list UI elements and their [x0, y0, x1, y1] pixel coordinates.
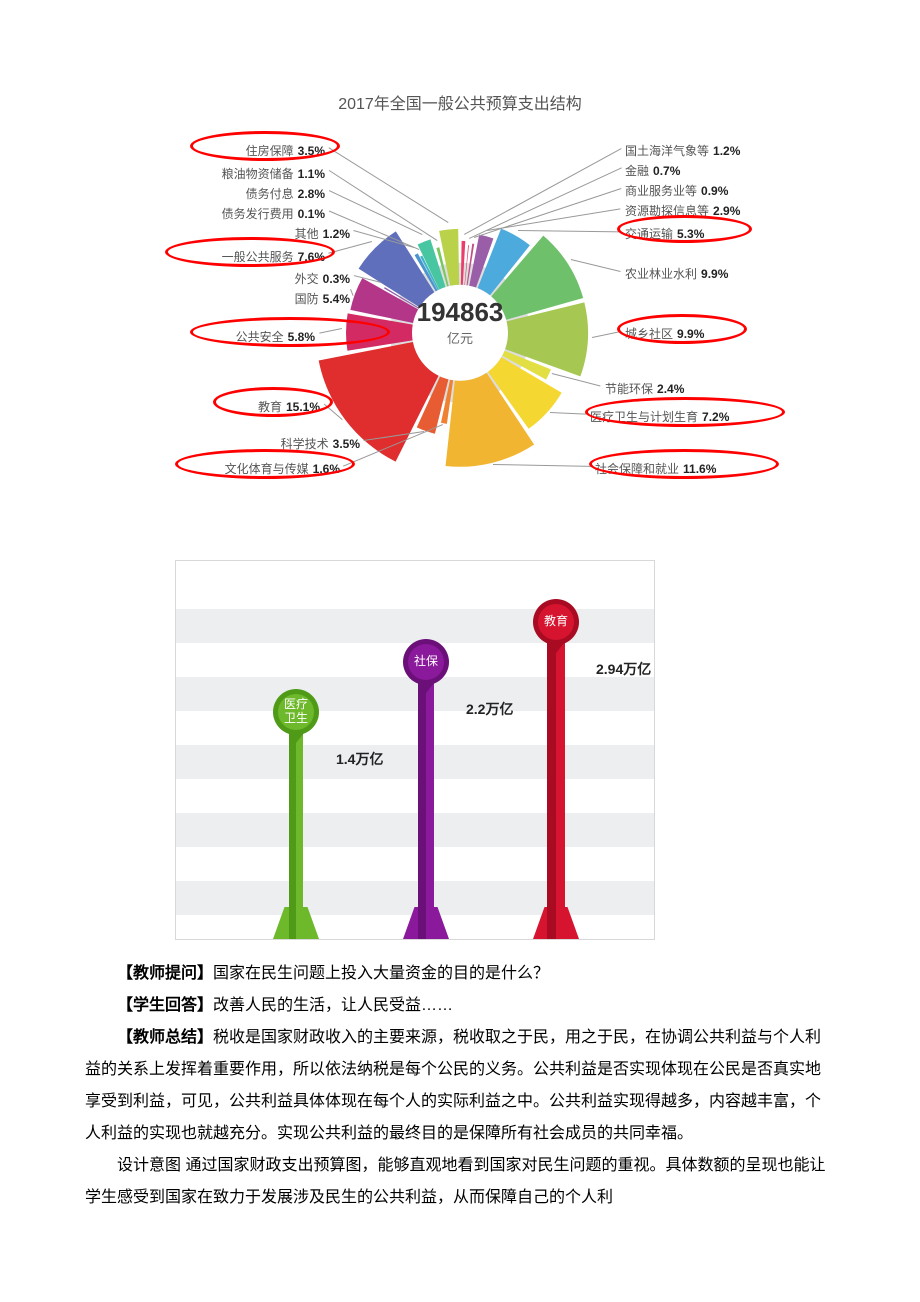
body-text: 【教师提问】国家在民生问题上投入大量资金的目的是什么？ 【学生回答】改善人民的生…	[85, 958, 835, 1214]
donut-center-value: 194863	[417, 297, 504, 328]
donut-label: 粮油物资储备1.1%	[222, 165, 325, 182]
pin-bar-chart: 医疗 卫生 1.4万亿 社保 2.2万亿 教育 2.94万亿	[175, 560, 655, 940]
pin-head: 医疗 卫生	[273, 689, 319, 735]
pin-value: 2.94万亿	[596, 659, 651, 679]
donut-label: 债务付息2.8%	[246, 185, 325, 202]
donut-label: 债务发行费用0.1%	[222, 205, 325, 222]
donut-label: 文化体育与传媒1.6%	[225, 460, 340, 477]
donut-label: 金融0.7%	[625, 162, 680, 179]
bg-stripe	[176, 745, 654, 779]
bg-stripe	[176, 609, 654, 643]
donut-label: 住房保障3.5%	[246, 142, 325, 159]
donut-label: 资源勘探信息等2.9%	[625, 202, 740, 219]
donut-label: 其他1.2%	[295, 225, 350, 242]
donut-label: 公共安全5.8%	[236, 328, 315, 345]
donut-center-unit: 亿元	[417, 328, 504, 347]
teacher-question: 【教师提问】国家在民生问题上投入大量资金的目的是什么？	[85, 958, 835, 990]
donut-center: 194863 亿元	[417, 297, 504, 347]
donut-label: 国防5.4%	[295, 290, 350, 307]
donut-label: 教育15.1%	[258, 398, 320, 415]
donut-label: 农业林业水利9.9%	[625, 265, 728, 282]
donut-label: 社会保障和就业11.6%	[595, 460, 716, 477]
donut-label: 商业服务业等0.9%	[625, 182, 728, 199]
design-intent: 设计意图 通过国家财政支出预算图，能够直观地看到国家对民生问题的重视。具体数额的…	[85, 1150, 835, 1214]
pin-head: 社保	[403, 639, 449, 685]
student-answer: 【学生回答】改善人民的生活，让人民受益……	[85, 990, 835, 1022]
donut-label: 医疗卫生与计划生育7.2%	[590, 408, 729, 425]
donut-title: 2017年全国一般公共预算支出结构	[145, 90, 775, 114]
donut-chart: 2017年全国一般公共预算支出结构 194863 亿元 国土海洋气象等1.2% 金…	[145, 90, 775, 550]
donut-label: 交通运输5.3%	[625, 225, 704, 242]
pin-head: 教育	[533, 599, 579, 645]
donut-label: 城乡社区9.9%	[625, 325, 704, 342]
donut-label: 外交0.3%	[295, 270, 350, 287]
pin-value: 2.2万亿	[466, 699, 513, 719]
pin-value: 1.4万亿	[336, 749, 383, 769]
donut-label: 节能环保2.4%	[605, 380, 684, 397]
donut-label: 一般公共服务7.6%	[222, 248, 325, 265]
donut-label: 科学技术3.5%	[281, 435, 360, 452]
donut-label: 国土海洋气象等1.2%	[625, 142, 740, 159]
bg-stripe	[176, 813, 654, 847]
teacher-summary: 【教师总结】税收是国家财政收入的主要来源，税收取之于民，用之于民，在协调公共利益…	[85, 1022, 835, 1150]
